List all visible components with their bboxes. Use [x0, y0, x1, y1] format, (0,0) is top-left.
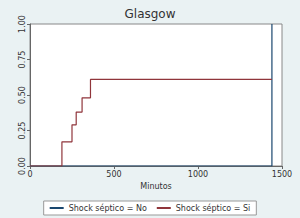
svg-text:1.00: 1.00: [18, 15, 27, 33]
svg-text:0.75: 0.75: [18, 51, 27, 69]
svg-text:Minutos: Minutos: [140, 182, 171, 191]
svg-text:0.00: 0.00: [18, 157, 27, 175]
svg-text:Shock séptico = Si: Shock séptico = Si: [176, 203, 251, 213]
svg-text:Shock séptico = No: Shock séptico = No: [69, 203, 147, 213]
svg-text:0.25: 0.25: [18, 122, 27, 140]
svg-text:1000: 1000: [188, 170, 208, 179]
svg-text:Glasgow: Glasgow: [124, 7, 175, 21]
svg-text:1500: 1500: [272, 170, 292, 179]
svg-text:0.50: 0.50: [18, 86, 27, 104]
svg-text:0: 0: [27, 170, 32, 179]
svg-text:500: 500: [106, 170, 121, 179]
